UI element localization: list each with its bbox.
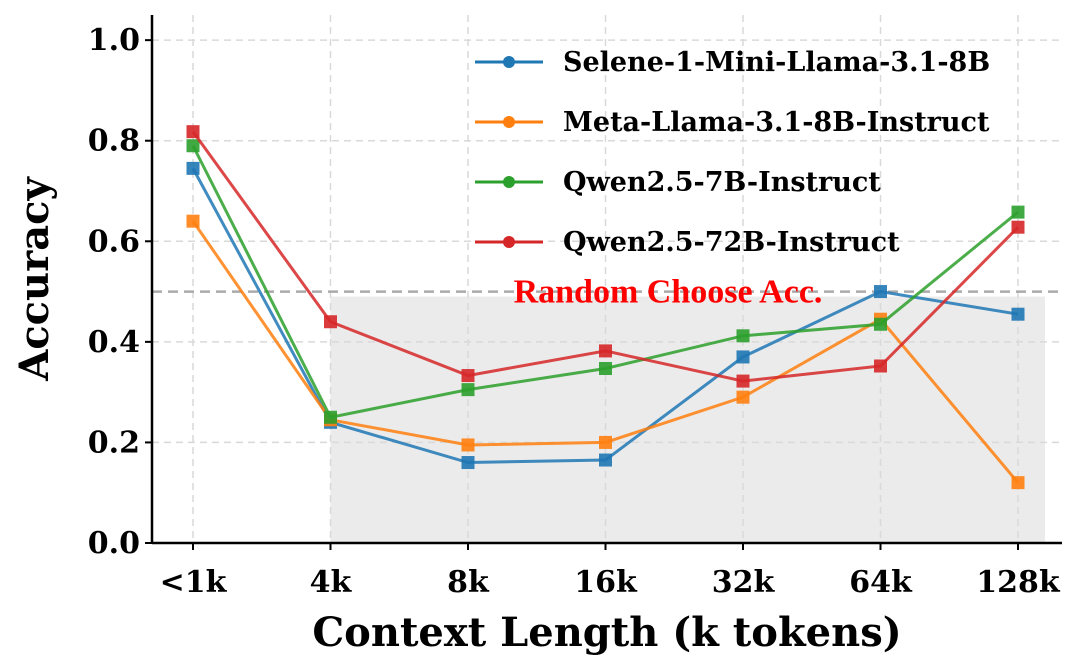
data-point [736, 350, 750, 364]
legend-label: Selene-1-Mini-Llama-3.1-8B [563, 47, 990, 78]
axes [145, 15, 1062, 550]
data-point [599, 453, 612, 467]
x-tick-label: 128k [976, 565, 1061, 600]
x-tick-label: 8k [447, 565, 490, 600]
data-point [1011, 205, 1025, 219]
legend-label: Qwen2.5-7B-Instruct [563, 167, 881, 198]
series-lines [186, 125, 1025, 490]
data-point [1011, 307, 1025, 321]
data-point [461, 456, 475, 470]
y-axis-label: Accuracy [11, 176, 58, 382]
legend-swatch-marker [503, 56, 515, 68]
data-point [461, 438, 475, 452]
data-point [1011, 220, 1025, 234]
data-point [874, 359, 887, 373]
data-point [736, 390, 750, 404]
legend-swatch-marker [503, 116, 515, 128]
data-point [874, 317, 887, 331]
y-tick-label: 0.4 [88, 325, 140, 360]
data-point [461, 383, 475, 397]
tick-labels: 0.0 0.2 0.4 0.6 0.8 1.0 <1k 4k 8k 16k 32k 64k 128k [88, 23, 1061, 600]
x-tick-label: <1k [160, 565, 228, 600]
data-point [1011, 476, 1025, 490]
shaded-region [330, 296, 1045, 543]
legend-swatch-marker [503, 176, 515, 188]
x-tick-label: 4k [310, 565, 353, 600]
legend-item: Qwen2.5-72B-Instruct [475, 227, 900, 258]
x-axis-label: Context Length (k tokens) [312, 609, 901, 656]
data-point [461, 369, 475, 383]
series-3 [186, 125, 1025, 388]
legend-label: Meta-Llama-3.1-8B-Instruct [563, 107, 990, 138]
plot-background [330, 296, 1045, 543]
x-tick-label: 64k [849, 565, 913, 600]
data-point [599, 435, 612, 449]
data-point [324, 410, 337, 424]
data-point [599, 362, 612, 376]
grid [152, 15, 1062, 544]
data-point [186, 125, 200, 139]
legend-item: Qwen2.5-7B-Instruct [475, 167, 881, 198]
data-point [874, 285, 887, 299]
legend-item: Selene-1-Mini-Llama-3.1-8B [475, 47, 990, 78]
series-2 [186, 139, 1025, 424]
x-tick-label: 32k [712, 565, 776, 600]
y-tick-label: 0.8 [88, 124, 140, 159]
data-point [186, 161, 200, 175]
data-point [736, 374, 750, 388]
data-point [186, 139, 200, 153]
data-point [324, 315, 337, 329]
legend-label: Qwen2.5-72B-Instruct [563, 227, 900, 258]
data-point [736, 329, 750, 343]
legend-item: Meta-Llama-3.1-8B-Instruct [475, 107, 990, 138]
legend: Selene-1-Mini-Llama-3.1-8B Meta-Llama-3.1… [475, 47, 990, 258]
random-choose-annotation: Random Choose Acc. [514, 274, 823, 311]
y-tick-label: 1.0 [88, 23, 140, 58]
data-point [186, 214, 200, 228]
y-tick-label: 0.2 [88, 425, 140, 460]
y-tick-label: 0.6 [88, 224, 140, 259]
data-point [599, 344, 612, 358]
legend-swatch-marker [503, 236, 515, 248]
y-tick-label: 0.0 [88, 526, 140, 561]
x-tick-label: 16k [574, 565, 638, 600]
